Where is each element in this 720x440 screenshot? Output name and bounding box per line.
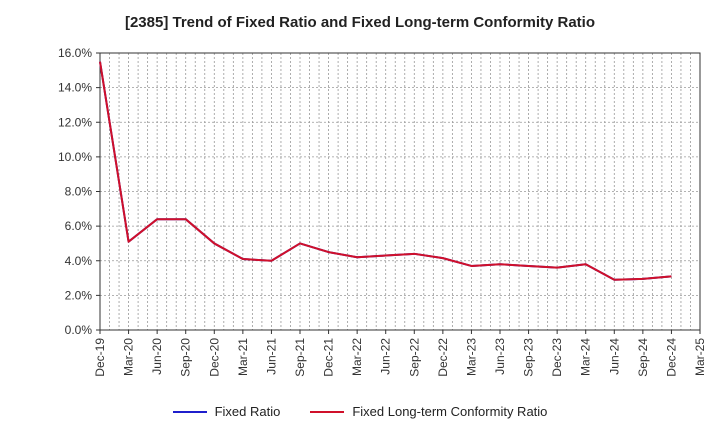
y-tick-label: 10.0% [58, 150, 92, 164]
x-tick-label: Dec-21 [322, 338, 336, 377]
legend: Fixed Ratio Fixed Long-term Conformity R… [0, 404, 720, 419]
legend-swatch-fixed-long-term-conformity-ratio [310, 410, 345, 413]
x-tick-label: Dec-23 [550, 338, 564, 377]
x-tick-label: Mar-23 [464, 338, 478, 376]
x-tick-label: Sep-21 [293, 338, 307, 377]
chart-title: [2385] Trend of Fixed Ratio and Fixed Lo… [124, 14, 596, 31]
x-tick-label: Mar-22 [350, 338, 364, 376]
x-tick-label: Mar-24 [579, 338, 593, 376]
legend-item-fixed-ratio: Fixed Ratio [172, 404, 281, 419]
x-tick-label: Mar-25 [693, 338, 707, 376]
legend-label-fixed-ratio: Fixed Ratio [214, 404, 281, 419]
y-tick-label: 4.0% [65, 254, 93, 268]
legend-label-fixed-long-term-conformity-ratio: Fixed Long-term Conformity Ratio [352, 404, 548, 419]
x-tick-label: Mar-20 [122, 338, 136, 376]
x-tick-label: Jun-22 [379, 338, 393, 375]
y-tick-label: 16.0% [58, 46, 92, 60]
x-tick-label: Jun-24 [607, 338, 621, 375]
x-tick-label: Dec-19 [93, 338, 107, 377]
plot-frame [99, 52, 701, 331]
y-tick-label: 6.0% [65, 219, 93, 233]
x-tick-label: Jun-20 [150, 338, 164, 375]
x-tick-label: Dec-20 [207, 338, 221, 377]
y-tick-label: 8.0% [65, 185, 93, 199]
x-tick-label: Sep-20 [179, 338, 193, 377]
legend-item-fixed-long-term-conformity-ratio: Fixed Long-term Conformity Ratio [310, 404, 547, 419]
x-tick-label: Sep-23 [522, 338, 536, 377]
x-tick-label: Mar-21 [236, 338, 250, 376]
x-tick-label: Sep-24 [636, 338, 650, 377]
y-tick-label: 12.0% [58, 115, 92, 129]
x-tick-label: Jun-21 [264, 338, 278, 375]
y-tick-label: 0.0% [65, 323, 93, 337]
x-tick-label: Jun-23 [493, 338, 507, 375]
x-tick-label: Sep-22 [407, 338, 421, 377]
y-tick-label: 14.0% [58, 81, 92, 95]
x-tick-label: Dec-22 [436, 338, 450, 377]
x-tick-label: Dec-24 [664, 338, 678, 377]
y-tick-label: 2.0% [65, 288, 93, 302]
legend-swatch-fixed-ratio [172, 410, 207, 413]
